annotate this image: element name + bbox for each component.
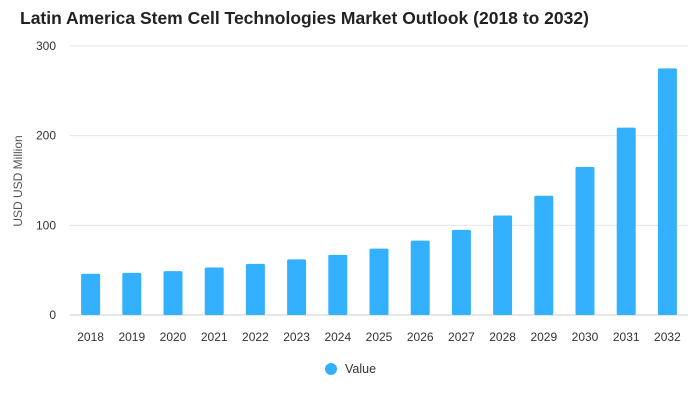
- bar-2024: [328, 254, 348, 315]
- x-tick-label: 2027: [448, 330, 475, 344]
- bar-2028: [493, 215, 513, 315]
- legend-swatch-icon: [325, 363, 337, 375]
- bar-2021: [204, 267, 224, 315]
- x-axis-ticks: 2018 2019 2020 2021 2022 2023 2024 2025 2026 2027…: [77, 330, 681, 344]
- x-tick-label: 2029: [530, 330, 557, 344]
- bars: [81, 68, 677, 316]
- bar-2023: [287, 259, 307, 315]
- bar-2018: [81, 273, 101, 315]
- x-tick-label: 2026: [407, 330, 434, 344]
- x-tick-label: 2020: [160, 330, 187, 344]
- bar-2022: [245, 263, 265, 315]
- x-tick-label: 2022: [242, 330, 269, 344]
- x-tick-label: 2030: [572, 330, 599, 344]
- bar-2027: [451, 229, 471, 315]
- bar-2030: [575, 167, 595, 315]
- legend: Value: [325, 362, 376, 376]
- x-tick-label: 2032: [654, 330, 681, 344]
- x-tick-label: 2031: [613, 330, 640, 344]
- x-tick-label: 2018: [77, 330, 104, 344]
- y-tick-label: 300: [36, 39, 56, 53]
- y-tick-label: 200: [36, 129, 56, 143]
- bar-2020: [163, 271, 183, 315]
- y-tick-label: 100: [36, 218, 56, 232]
- x-tick-label: 2024: [324, 330, 351, 344]
- x-tick-label: 2025: [366, 330, 393, 344]
- bar-2031: [616, 127, 636, 315]
- y-axis-ticks: 0 100 200 300: [36, 39, 56, 322]
- bar-2029: [534, 195, 554, 315]
- x-tick-label: 2023: [283, 330, 310, 344]
- bar-2025: [369, 248, 389, 315]
- y-tick-label: 0: [49, 308, 56, 322]
- x-tick-label: 2028: [489, 330, 516, 344]
- y-axis-label: USD USD Million: [11, 135, 25, 226]
- x-tick-label: 2021: [201, 330, 228, 344]
- bar-2026: [410, 240, 430, 315]
- x-tick-label: 2019: [118, 330, 145, 344]
- legend-label: Value: [345, 362, 377, 376]
- bar-2019: [122, 272, 142, 315]
- bar-2032: [657, 68, 677, 316]
- chart-title: Latin America Stem Cell Technologies Mar…: [20, 8, 589, 28]
